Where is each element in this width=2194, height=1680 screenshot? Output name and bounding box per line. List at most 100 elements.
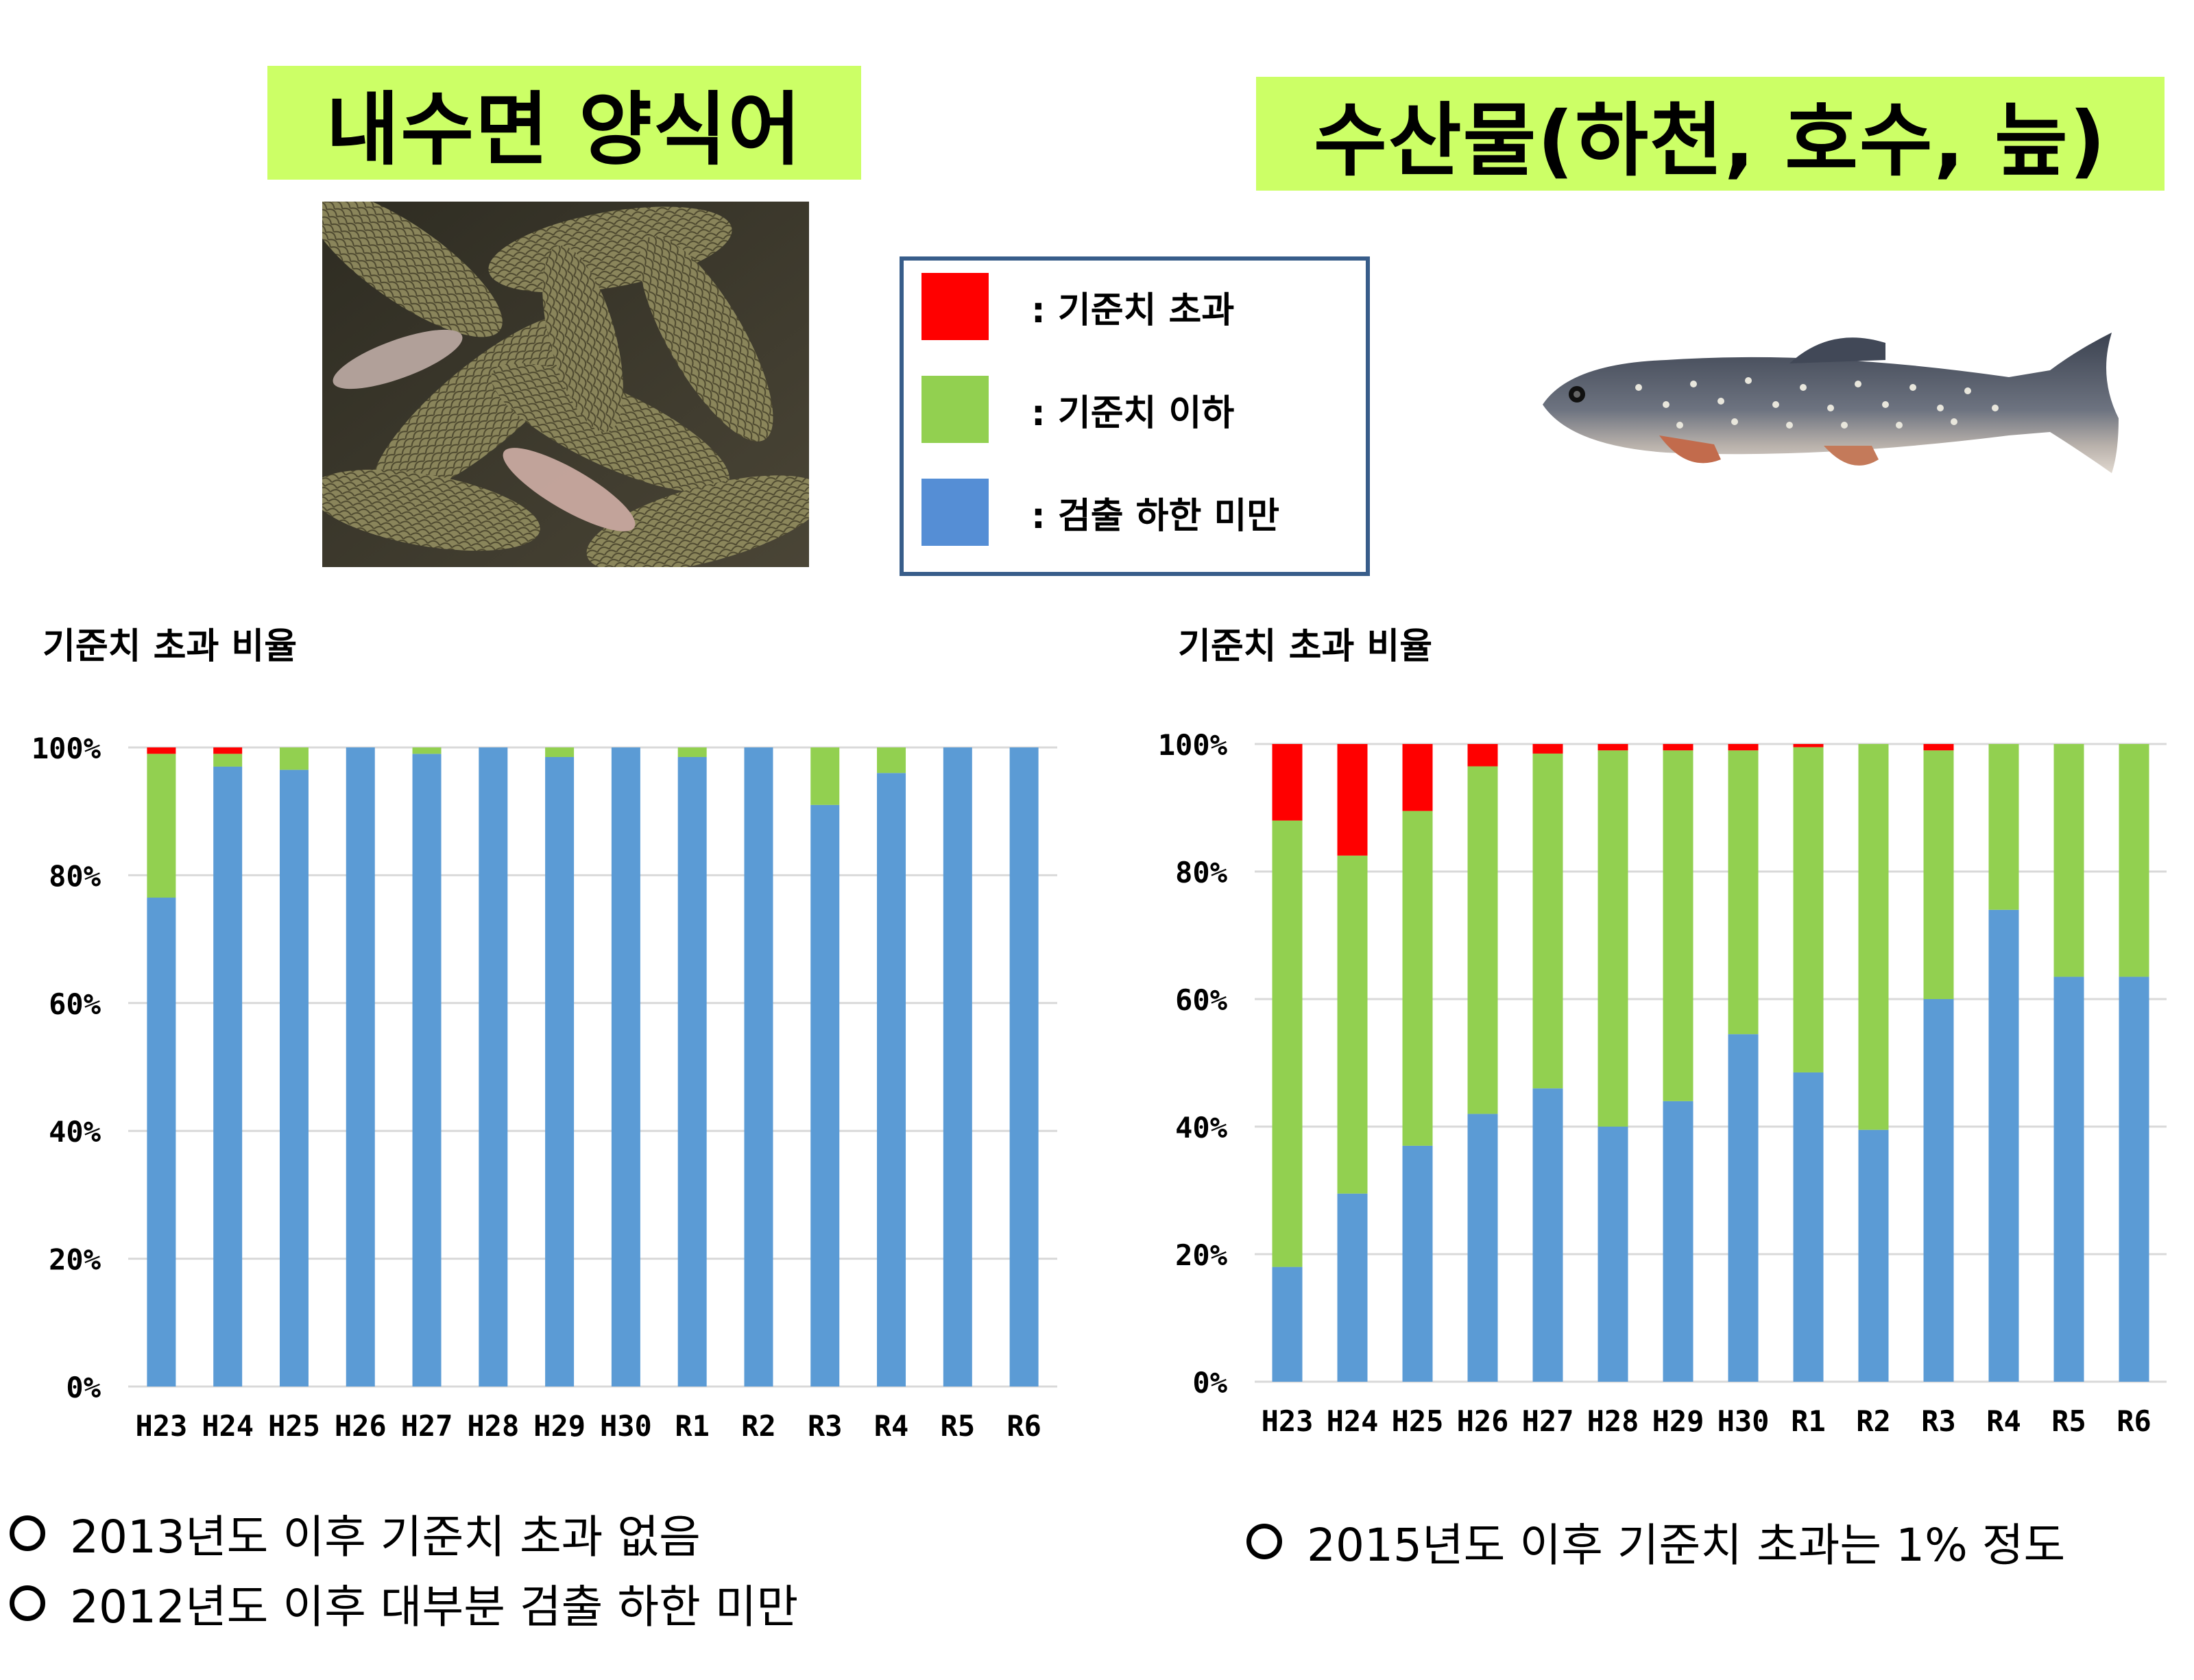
bar-segment-below_limit-H28: [1598, 750, 1628, 1127]
bar-segment-below_detection-R3: [1923, 999, 1954, 1382]
y-tick-label: 40%: [49, 1115, 101, 1149]
x-tick-label: H30: [600, 1409, 652, 1443]
bar-segment-below_limit-H30: [1728, 750, 1759, 1035]
bar-segment-below_limit-H27: [412, 747, 442, 754]
legend-item-exceeds: : 기준치 초과: [921, 273, 1234, 340]
bar-segment-below_detection-H29: [1663, 1101, 1693, 1382]
bar-segment-below_detection-R1: [1793, 1072, 1824, 1382]
bar-segment-exceeds_limit-H25: [1402, 744, 1433, 811]
bar-segment-exceeds_limit-H29: [1663, 744, 1693, 751]
bar-segment-below_limit-R5: [2053, 744, 2084, 977]
title-left-text: 내수면 양식어: [326, 84, 803, 176]
bar-segment-below_detection-H28: [1598, 1127, 1628, 1382]
bar-segment-below_detection-H30: [1728, 1034, 1759, 1382]
bar-segment-below_limit-H23: [147, 754, 176, 898]
legend-item-below-limit: : 기준치 이하: [921, 376, 1234, 443]
y-tick-label: 80%: [49, 859, 101, 893]
y-tick-label: 20%: [49, 1243, 101, 1277]
bar-segment-exceeds_limit-H26: [1467, 744, 1498, 767]
bar-segment-below_detection-H24: [213, 766, 243, 1387]
bar-segment-below_detection-R5: [2053, 976, 2084, 1382]
note-left-2-text: 2012년도 이후 대부분 검출 하한 미만: [70, 1581, 799, 1633]
x-tick-label: H27: [401, 1409, 453, 1443]
legend-swatch-green: [921, 376, 989, 443]
trout-illustration: [1543, 333, 2119, 473]
bar-segment-below_detection-H27: [1532, 1088, 1563, 1382]
bar-segment-below_detection-R4: [877, 773, 906, 1387]
x-tick-label: R2: [1856, 1404, 1891, 1438]
x-tick-label: H24: [202, 1409, 254, 1443]
bar-segment-below_limit-R2: [1858, 744, 1889, 1130]
bar-segment-exceeds_limit-R3: [1923, 744, 1954, 751]
bar-segment-below_limit-R3: [1923, 750, 1954, 999]
bar-segment-exceeds_limit-H23: [1272, 744, 1303, 821]
x-tick-label: R5: [941, 1409, 976, 1443]
circle-bullet-icon: [1246, 1524, 1282, 1559]
bar-segment-below_limit-R6: [2119, 744, 2149, 977]
carp-photo: [322, 202, 809, 567]
title-wild-freshwater-fish: 수산물(하천, 호수, 늪): [1256, 77, 2165, 191]
y-tick-label: 20%: [1175, 1238, 1227, 1272]
title-inland-aquaculture-fish: 내수면 양식어: [267, 66, 861, 180]
bar-segment-below_detection-R5: [943, 747, 972, 1387]
bar-segment-exceeds_limit-H27: [1532, 744, 1563, 754]
bar-segment-below_limit-H29: [545, 747, 575, 757]
chart-left: 0% 20% 40% 60% 80% 100% H23 H24 H25 H26 H27 H28 H29 H…: [32, 732, 1057, 1443]
x-tick-label: R5: [2051, 1404, 2086, 1438]
x-tick-label: R1: [1791, 1404, 1826, 1438]
legend-label-exceeds: : 기준치 초과: [1031, 289, 1235, 331]
bar-segment-exceeds_limit-H24: [213, 747, 243, 754]
bar-segment-below_limit-H24: [213, 754, 243, 767]
circle-bullet-icon: [10, 1515, 45, 1551]
bar-segment-below_detection-R6: [2119, 976, 2149, 1382]
x-tick-label: H26: [335, 1409, 387, 1443]
bar-segment-below_limit-R4: [877, 747, 906, 773]
y-tick-label: 60%: [49, 987, 101, 1021]
bar-segment-exceeds_limit-H30: [1728, 744, 1759, 751]
bar-segment-below_limit-H29: [1663, 750, 1693, 1101]
bar-segment-below_detection-H26: [346, 747, 375, 1387]
bar-segment-below_detection-H23: [1272, 1267, 1303, 1382]
bar-segment-below_detection-H25: [279, 769, 309, 1387]
bar-segment-below_detection-R6: [1009, 747, 1039, 1387]
note-left-2: 2012년도 이후 대부분 검출 하한 미만: [10, 1570, 798, 1636]
y-tick-label: 0%: [66, 1371, 101, 1404]
bar-segment-below_limit-R1: [1793, 747, 1824, 1072]
x-tick-label: H27: [1522, 1404, 1574, 1438]
x-tick-label: H29: [533, 1409, 586, 1443]
bar-segment-below_detection-R4: [1988, 909, 2019, 1382]
note-right-1-text: 2015년도 이후 기준치 초과는 1% 정도: [1307, 1519, 2066, 1572]
legend-swatch-red: [921, 273, 989, 340]
note-left-1: 2013년도 이후 기준치 초과 없음: [10, 1500, 701, 1566]
bar-segment-below_detection-H30: [611, 747, 640, 1387]
legend: : 기준치 초과 : 기준치 이하 : 검출 하한 미만: [900, 256, 1370, 576]
x-tick-label: H25: [1392, 1404, 1444, 1438]
x-tick-label: R4: [1986, 1404, 2021, 1438]
x-tick-label: H30: [1717, 1404, 1770, 1438]
bar-segment-below_detection-R2: [1858, 1129, 1889, 1382]
y-tick-label: 100%: [32, 732, 101, 765]
bar-segment-exceeds_limit-H28: [1598, 744, 1628, 751]
bar-segment-below_limit-R1: [677, 747, 707, 757]
bar-segment-below_detection-H28: [479, 747, 508, 1387]
circle-bullet-icon: [10, 1585, 45, 1621]
bar-segment-below_limit-H24: [1337, 855, 1368, 1194]
bar-segment-below_detection-H26: [1467, 1114, 1498, 1382]
y-tick-label: 40%: [1175, 1111, 1227, 1144]
bar-segment-below_limit-R3: [810, 747, 840, 805]
bar-segment-below_detection-R3: [810, 804, 840, 1387]
bar-segment-below_limit-R4: [1988, 744, 2019, 910]
x-tick-label: R1: [675, 1409, 710, 1443]
trout-photo: [1529, 322, 2153, 480]
bar-segment-below_detection-H29: [545, 756, 575, 1387]
bar-segment-below_detection-R1: [677, 756, 707, 1387]
bar-segment-exceeds_limit-H24: [1337, 744, 1368, 856]
bar-segment-below_limit-H27: [1532, 753, 1563, 1089]
y-tick-label: 80%: [1175, 856, 1227, 889]
bar-segment-below_detection-H27: [412, 754, 442, 1387]
x-tick-label: H28: [467, 1409, 519, 1443]
y-tick-label: 60%: [1175, 983, 1227, 1017]
legend-label-below-limit: : 기준치 이하: [1031, 392, 1235, 434]
bar-segment-below_detection-R2: [744, 747, 773, 1387]
chart-title-right: 기준치 초과 비율: [1178, 626, 1433, 667]
